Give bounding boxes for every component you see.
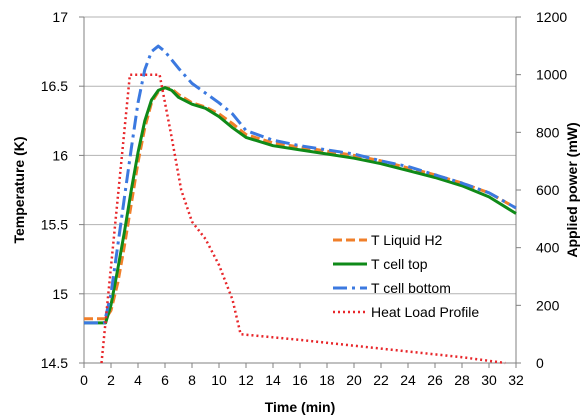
x-tick-label: 4	[134, 372, 142, 388]
y-tick-label: 16	[52, 147, 68, 163]
legend-label: T cell top	[371, 256, 428, 272]
series-layer	[84, 44, 517, 365]
series-line-heat-load-profile	[100, 73, 506, 365]
x-tick-label: 2	[107, 372, 115, 388]
series-line-t-cell-top	[84, 86, 517, 325]
x-tick-label: 16	[292, 372, 308, 388]
y2-tick-label: 0	[536, 355, 544, 371]
y-tick-label: 15	[52, 286, 68, 302]
x-axis-title: Time (min)	[265, 399, 336, 415]
series-line-t-liquid-h2	[84, 86, 517, 321]
tick-labels: 14.5 15 15.5 16 16.5 17 0 200 400 600 800 1000 1200 0…	[41, 9, 568, 388]
x-tick-label: 12	[238, 372, 254, 388]
x-tick-label: 28	[454, 372, 470, 388]
y2-tick-label: 400	[536, 240, 560, 256]
y-tick-label: 16.5	[41, 78, 68, 94]
y2-tick-label: 1200	[536, 9, 567, 25]
x-tick-label: 32	[508, 372, 524, 388]
y-tick-label: 15.5	[41, 217, 68, 233]
x-tick-label: 20	[346, 372, 362, 388]
y2-tick-label: 200	[536, 297, 560, 313]
x-tick-label: 26	[427, 372, 443, 388]
x-tick-label: 0	[80, 372, 88, 388]
x-tick-label: 18	[319, 372, 335, 388]
x-tick-label: 24	[400, 372, 416, 388]
y-tick-label: 14.5	[41, 355, 68, 371]
x-tick-label: 8	[188, 372, 196, 388]
legend-label: Heat Load Profile	[371, 304, 479, 320]
y-tick-label: 17	[52, 9, 68, 25]
y2-tick-label: 800	[536, 124, 560, 140]
y2-tick-label: 1000	[536, 67, 567, 83]
legend: T Liquid H2 T cell top T cell bottom Heat L…	[333, 232, 479, 320]
y2-tick-label: 600	[536, 182, 560, 198]
x-tick-label: 6	[161, 372, 169, 388]
legend-label: T Liquid H2	[371, 232, 443, 248]
x-tick-label: 22	[373, 372, 389, 388]
y2-axis-title: Applied power (mW)	[564, 122, 580, 257]
legend-label: T cell bottom	[371, 280, 451, 296]
y-axis-title: Temperature (K)	[11, 136, 27, 243]
series-line-t-cell-bottom	[84, 44, 517, 325]
axes	[79, 16, 521, 368]
x-tick-label: 10	[211, 372, 227, 388]
x-tick-label: 14	[265, 372, 281, 388]
x-tick-label: 30	[481, 372, 497, 388]
